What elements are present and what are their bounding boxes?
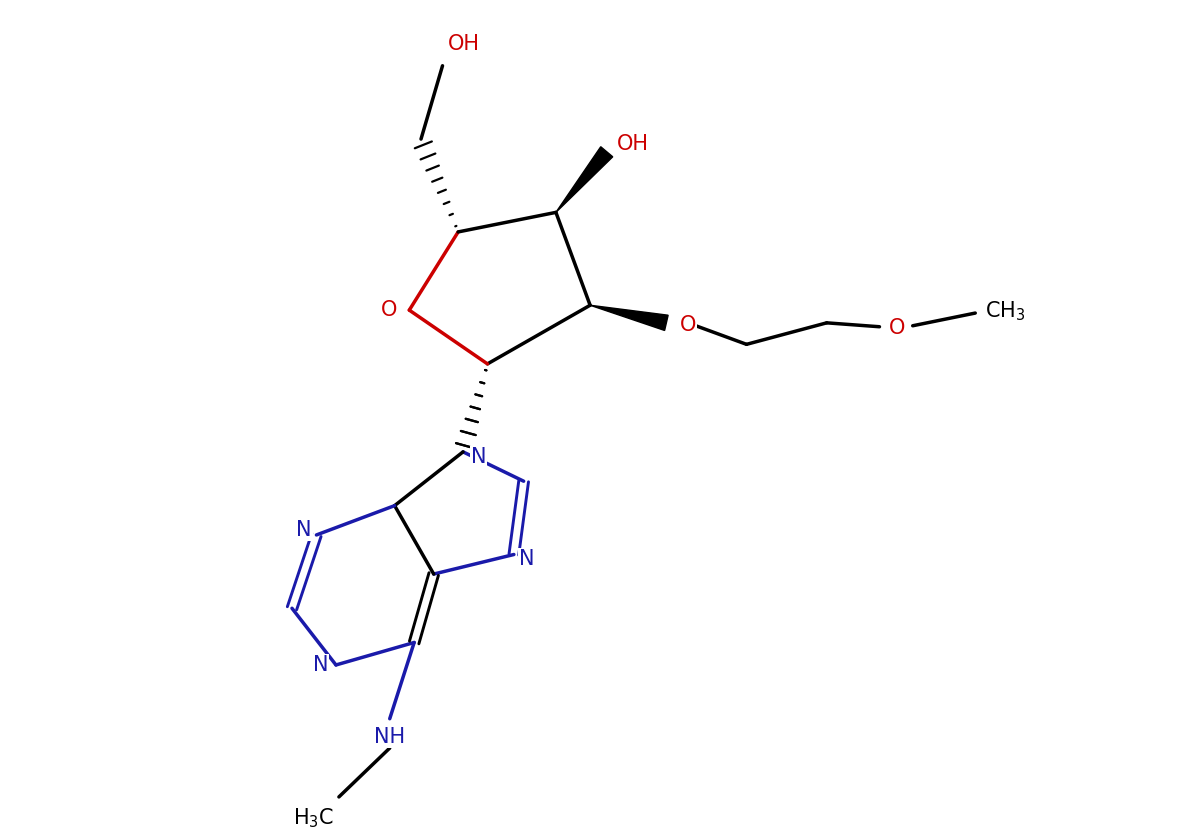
Text: N: N	[313, 655, 329, 675]
Text: OH: OH	[617, 134, 649, 154]
Text: CH$_3$: CH$_3$	[985, 299, 1025, 323]
Text: NH: NH	[374, 727, 405, 747]
Text: OH: OH	[448, 34, 480, 54]
Text: O: O	[888, 318, 905, 338]
Text: H$_3$C: H$_3$C	[293, 807, 333, 830]
Text: N: N	[297, 520, 312, 540]
Text: N: N	[470, 447, 486, 467]
Text: N: N	[519, 550, 535, 569]
Polygon shape	[590, 305, 668, 330]
Text: O: O	[680, 315, 697, 335]
Text: O: O	[381, 300, 398, 320]
Polygon shape	[556, 147, 612, 212]
